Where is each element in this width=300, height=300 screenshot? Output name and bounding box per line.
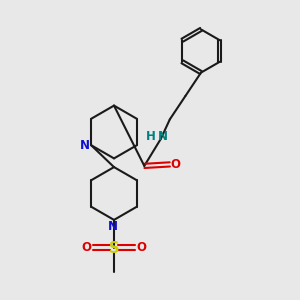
Text: N: N (158, 130, 168, 143)
Text: S: S (109, 241, 119, 256)
Text: N: N (107, 220, 118, 233)
Text: O: O (81, 241, 92, 254)
Text: O: O (136, 241, 147, 254)
Text: N: N (80, 139, 89, 152)
Text: O: O (170, 158, 180, 171)
Text: H: H (146, 130, 156, 143)
